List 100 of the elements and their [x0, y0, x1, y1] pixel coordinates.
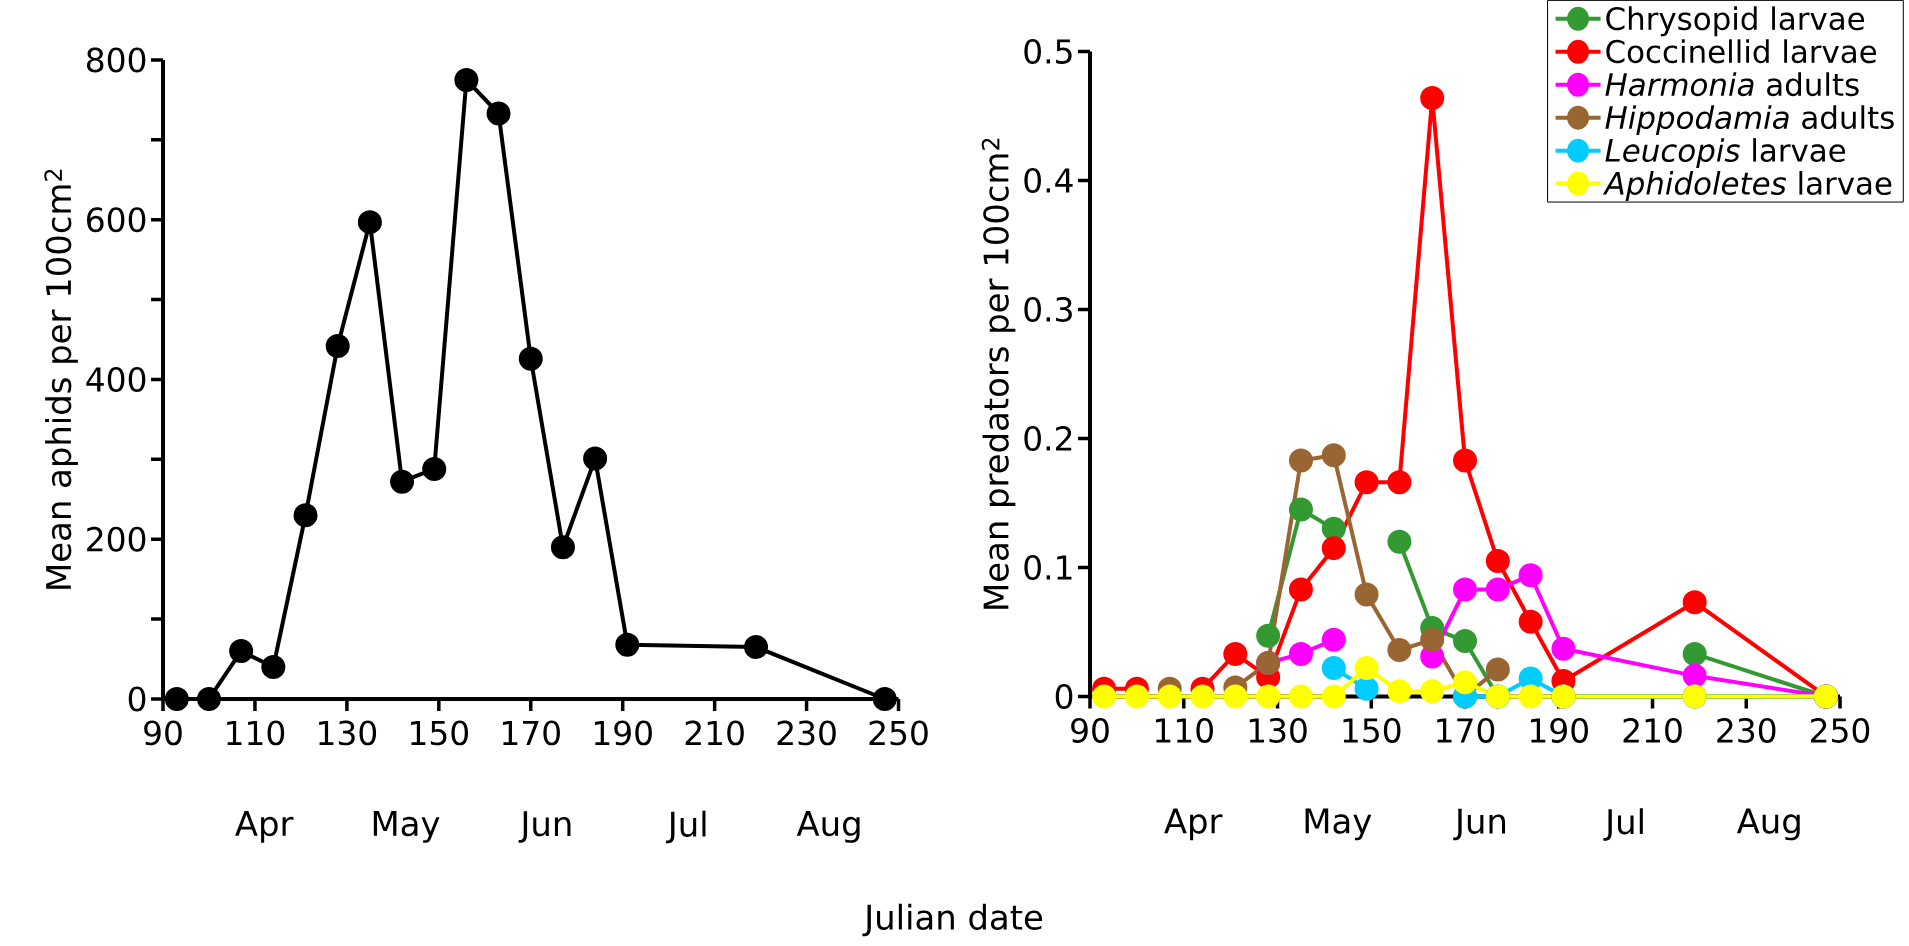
point	[486, 101, 511, 126]
point	[229, 639, 254, 664]
x-tick-label: 250	[869, 720, 928, 746]
point	[1288, 497, 1313, 522]
point	[1551, 636, 1576, 661]
x-tick-label: 230	[1717, 718, 1776, 743]
point	[164, 686, 189, 711]
x-tick-label: 210	[685, 720, 744, 746]
y-tick-label: 600	[87, 207, 146, 233]
point	[1682, 641, 1707, 666]
point	[1453, 577, 1478, 602]
y-tick-label: 0.2	[1024, 426, 1072, 451]
point	[325, 333, 350, 358]
x-tick-label: 110	[1156, 718, 1213, 743]
x-tick-label: 130	[319, 720, 377, 746]
point	[583, 446, 608, 471]
point	[1124, 684, 1149, 709]
point	[1682, 663, 1707, 688]
point	[1190, 684, 1215, 709]
x-tick-label: 170	[1437, 718, 1495, 743]
x-tick-label: 190	[594, 720, 652, 746]
text: Jul	[666, 810, 706, 844]
point	[1321, 443, 1346, 468]
point	[1518, 609, 1543, 634]
point	[261, 655, 286, 680]
point	[1288, 577, 1313, 602]
point	[1518, 563, 1543, 588]
x-tick-label: 110	[227, 720, 285, 746]
point	[1092, 684, 1117, 709]
point	[1157, 684, 1182, 709]
point	[390, 469, 415, 494]
point	[1387, 470, 1412, 495]
y-axis-title: Mean aphids per 100cm$^{2}$	[44, 169, 78, 589]
point	[1453, 629, 1478, 654]
point	[1223, 641, 1248, 666]
text: Jul	[1603, 808, 1643, 841]
y-tick-label: 0.5	[1024, 39, 1072, 64]
point	[1354, 582, 1379, 607]
point	[1485, 577, 1510, 602]
x-tick-label: 190	[1531, 718, 1588, 743]
legend-label: Hippodamia adults	[1605, 105, 1894, 136]
y-tick-label: 200	[87, 526, 146, 552]
point	[615, 632, 640, 657]
point	[1420, 627, 1445, 652]
x-tick-label: 90	[1071, 718, 1109, 743]
text: Jun	[518, 811, 571, 843]
x-tick-label: 150	[1343, 718, 1401, 743]
y-tick-label: 800	[86, 47, 146, 73]
point	[744, 635, 769, 660]
point	[1453, 670, 1478, 695]
point	[1321, 627, 1346, 652]
point	[293, 503, 318, 528]
legend-label: Coccinellid larvae	[1606, 39, 1877, 64]
point	[1485, 549, 1510, 574]
y-tick-label: 400	[86, 367, 146, 392]
text: May	[1305, 808, 1372, 841]
point	[1288, 448, 1313, 473]
y-tick-label: 0.3	[1024, 297, 1072, 322]
legend-label: Harmonia adults	[1605, 72, 1859, 97]
point	[1420, 85, 1445, 110]
point	[1420, 679, 1445, 704]
point	[1256, 684, 1281, 709]
point	[1518, 684, 1543, 709]
x-tick-label: 230	[777, 720, 836, 746]
x-tick-label: 170	[503, 720, 560, 746]
x-tick-label: 210	[1623, 718, 1682, 743]
point	[1288, 684, 1313, 709]
text: Apr	[1164, 808, 1223, 841]
legend-label: Leucopis larvae	[1605, 138, 1846, 169]
point	[550, 535, 575, 560]
point	[422, 456, 447, 481]
text: Jun	[1453, 808, 1506, 841]
point	[196, 686, 221, 711]
y-axis-title: Mean predators per 100cm$^{2}$	[981, 138, 1016, 609]
point	[1387, 679, 1412, 704]
point	[1354, 656, 1379, 681]
y-tick-label: 0.4	[1024, 168, 1073, 193]
x-tick-label: 130	[1249, 718, 1307, 743]
point	[1321, 536, 1346, 561]
legend-label: Chrysopid larvae	[1606, 6, 1865, 37]
x-tick-label: 250	[1811, 718, 1870, 743]
x-tick-label: 150	[411, 720, 469, 746]
point	[1453, 448, 1478, 473]
point	[1387, 529, 1412, 554]
point	[1321, 656, 1346, 681]
y-tick-label: 0.1	[1024, 555, 1072, 580]
text: May	[373, 811, 440, 843]
y-tick-label: 0	[128, 686, 146, 712]
text: Aug	[796, 811, 860, 843]
legend-label: Aphidoletes larvae	[1602, 171, 1892, 201]
point	[1288, 641, 1313, 666]
point	[1256, 623, 1281, 648]
y-tick-label: 0	[1055, 684, 1073, 709]
point	[1485, 657, 1510, 682]
point	[872, 686, 897, 711]
text: Apr	[235, 811, 294, 843]
point	[1223, 684, 1248, 709]
point	[1321, 684, 1346, 709]
point	[454, 67, 479, 92]
point	[1682, 590, 1707, 615]
